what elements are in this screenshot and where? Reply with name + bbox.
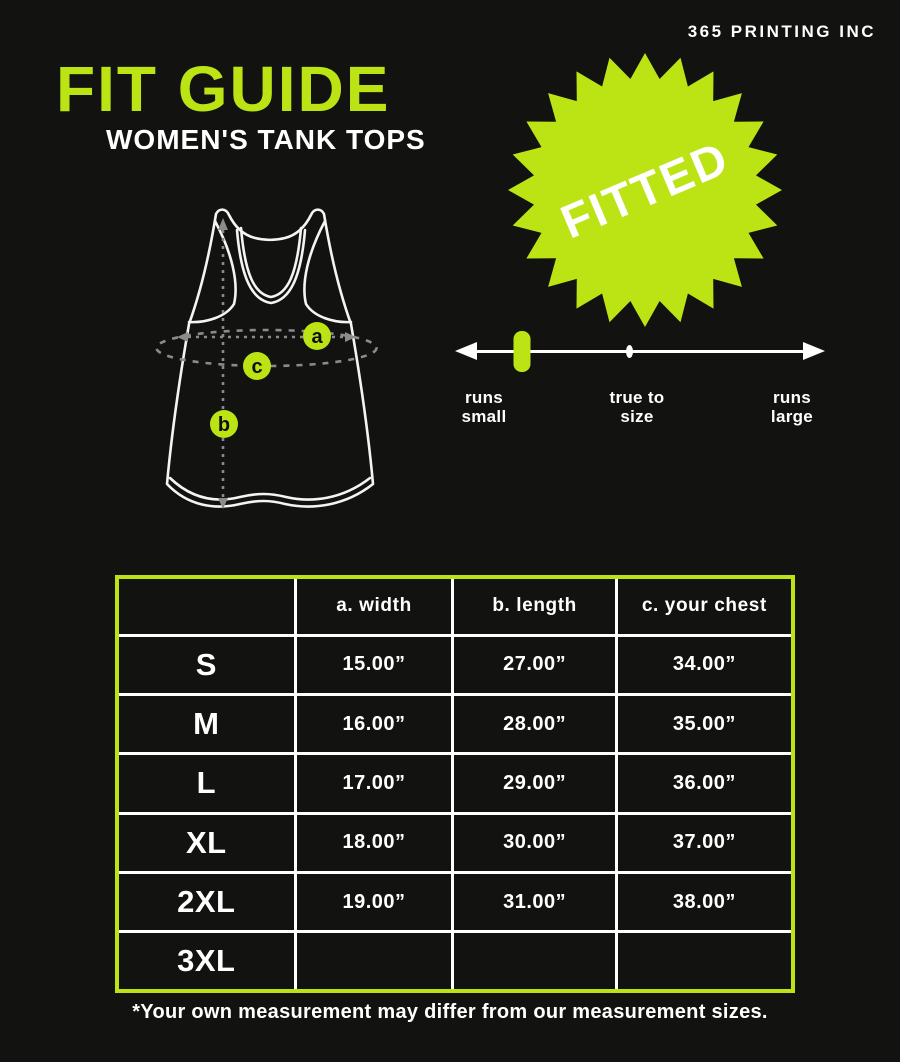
measurement-cell: 19.00”: [293, 870, 455, 934]
measurement-cell: 15.00”: [293, 633, 455, 696]
measurement-cell: 34.00”: [614, 633, 791, 696]
tank-hem-trim-line: [168, 476, 372, 501]
measurement-cell: [451, 930, 618, 989]
chest-measure-ellipse: [155, 328, 378, 368]
page-title: FIT GUIDE: [56, 53, 391, 125]
scale-label-line: small: [461, 407, 507, 427]
table-row: 3XL: [119, 930, 791, 989]
scale-center-dot-icon: [626, 345, 633, 358]
measurement-cell: 18.00”: [293, 811, 455, 874]
point-a-marker: [303, 322, 331, 350]
footnote: *Your own measurement may differ from ou…: [132, 1001, 768, 1023]
measurement-cell: 36.00”: [614, 752, 791, 815]
table-row: M 16.00” 28.00” 35.00”: [119, 692, 791, 756]
table-row: S 15.00” 27.00” 34.00”: [119, 633, 791, 696]
point-c-marker: [243, 352, 271, 380]
size-label: M: [119, 692, 297, 756]
header-cell-chest: c. your chest: [614, 579, 791, 637]
tank-racerback-line: [235, 228, 307, 305]
scale-label-line: large: [770, 407, 814, 427]
point-b-label: b: [218, 414, 230, 436]
point-b-marker: [210, 410, 238, 438]
scale-label-runs-small: runs small: [424, 388, 544, 426]
header-cell-blank: [119, 579, 297, 637]
header-cell-length: b. length: [451, 579, 618, 637]
tank-armhole-left-line: [187, 219, 237, 324]
width-arrow-right-icon: [345, 332, 356, 342]
measurement-cell: 16.00”: [293, 692, 455, 756]
size-label: 3XL: [119, 930, 297, 989]
tank-outline: [165, 208, 375, 508]
measurement-cell: 35.00”: [614, 692, 791, 756]
fitted-badge: FITTED: [508, 53, 782, 327]
width-arrow-left-icon: [177, 332, 188, 342]
table-row: 2XL 19.00” 31.00” 38.00”: [119, 870, 791, 934]
table-row: L 17.00” 29.00” 36.00”: [119, 752, 791, 815]
measurement-cell: [293, 930, 455, 989]
measurement-cell: 31.00”: [451, 870, 618, 934]
tank-top-diagram: a c b: [155, 208, 378, 509]
measurement-cell: 29.00”: [451, 752, 618, 815]
table-row: XL 18.00” 30.00” 37.00”: [119, 811, 791, 874]
fit-scale-line: [469, 350, 811, 353]
measurement-cell: 17.00”: [293, 752, 455, 815]
measurement-cell: 37.00”: [614, 811, 791, 874]
measurement-cell: 30.00”: [451, 811, 618, 874]
scale-label-line: size: [620, 407, 654, 427]
measurement-cell: 28.00”: [451, 692, 618, 756]
measurement-cell: [614, 930, 791, 989]
starburst-icon: [508, 53, 782, 327]
header-cell-width: a. width: [293, 579, 455, 637]
scale-arrow-left-icon: [455, 342, 477, 360]
tank-armhole-right-line: [303, 219, 353, 324]
scale-label-line: runs: [772, 388, 812, 407]
tank-racerback-trim-line: [239, 226, 303, 299]
brand-name: 365 PRINTING INC: [687, 22, 876, 41]
scale-arrow-right-icon: [803, 342, 825, 360]
length-arrow-bottom-icon: [218, 498, 228, 509]
size-label: 2XL: [119, 870, 297, 934]
size-chart: a. width b. length c. your chest S 15.00”…: [115, 575, 795, 993]
measurement-cell: 38.00”: [614, 870, 791, 934]
measurement-cell: 27.00”: [451, 633, 618, 696]
size-label: XL: [119, 811, 297, 874]
size-table: a. width b. length c. your chest S 15.00”…: [119, 579, 791, 989]
page-subtitle: WOMEN'S TANK TOPS: [106, 124, 426, 155]
point-c-label: c: [251, 356, 262, 378]
scale-label-runs-large: runs large: [732, 388, 852, 426]
scale-label-true-to-size: true to size: [577, 388, 697, 426]
fit-marker: [513, 331, 531, 372]
length-arrow-top-icon: [218, 218, 228, 230]
scale-label-line: runs: [464, 388, 504, 407]
size-label: S: [119, 633, 297, 696]
size-table-body: S 15.00” 27.00” 34.00” M 16.00” 28.00” 35.00” L 1…: [119, 633, 791, 989]
size-label: L: [119, 752, 297, 815]
table-header-row: a. width b. length c. your chest: [119, 579, 791, 637]
point-a-label: a: [311, 326, 323, 348]
fit-scale: [455, 325, 825, 380]
scale-label-line: true to: [609, 388, 665, 407]
